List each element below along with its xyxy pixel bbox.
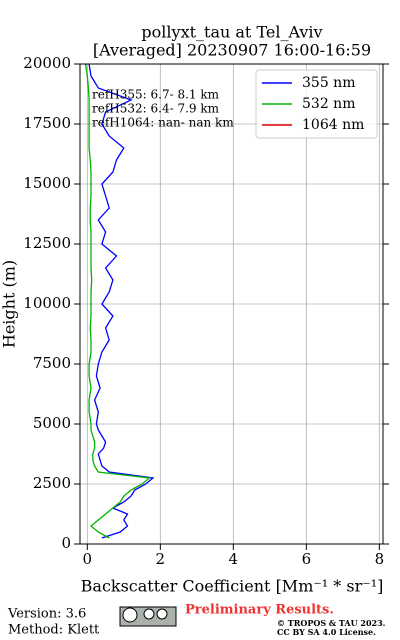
chart-subtitle: [Averaged] 20230907 16:00-16:59 — [93, 41, 371, 60]
y-tick-label: 0 — [61, 534, 71, 552]
legend-box — [255, 69, 378, 139]
legend-label: 1064 nm — [302, 117, 364, 133]
x-tick-label: 4 — [229, 550, 239, 568]
copyright: © TROPOS & TAU 2023. — [277, 618, 386, 628]
x-tick-label: 8 — [375, 550, 385, 568]
x-tick-label: 6 — [302, 550, 312, 568]
data-line — [84, 63, 151, 539]
annotation: refH532: 6.4- 7.9 km — [92, 102, 220, 116]
y-tick-label: 17500 — [23, 114, 71, 132]
y-tick-label: 12500 — [23, 234, 71, 252]
y-tick-label: 5000 — [33, 414, 71, 432]
version: Version: 3.6 — [7, 607, 86, 622]
y-tick-label: 20000 — [23, 54, 71, 72]
x-axis-label: Backscatter Coefficient [Mm⁻¹ * sr⁻¹] — [81, 577, 384, 596]
legend-label: 532 nm — [302, 96, 355, 112]
x-tick-label: 2 — [156, 550, 166, 568]
chart-title: pollyxt_tau at Tel_Aviv — [141, 23, 322, 42]
annotation: refH1064: nan- nan km — [92, 116, 234, 130]
cc-logo — [119, 606, 177, 627]
preliminary: Preliminary Results. — [185, 603, 334, 618]
method: Method: Klett — [8, 623, 100, 638]
license: CC BY SA 4.0 License. — [277, 627, 376, 637]
legend-label: 355 nm — [302, 75, 355, 91]
plot-frame — [79, 63, 384, 545]
annotation: refH355: 6.7- 8.1 km — [92, 88, 220, 102]
y-tick-label: 15000 — [23, 174, 71, 192]
y-axis-label: Height (m) — [0, 260, 19, 348]
y-tick-label: 2500 — [33, 474, 71, 492]
x-tick-label: 0 — [83, 550, 93, 568]
data-line — [88, 63, 155, 539]
y-tick-label: 7500 — [33, 354, 71, 372]
y-tick-label: 10000 — [23, 294, 71, 312]
